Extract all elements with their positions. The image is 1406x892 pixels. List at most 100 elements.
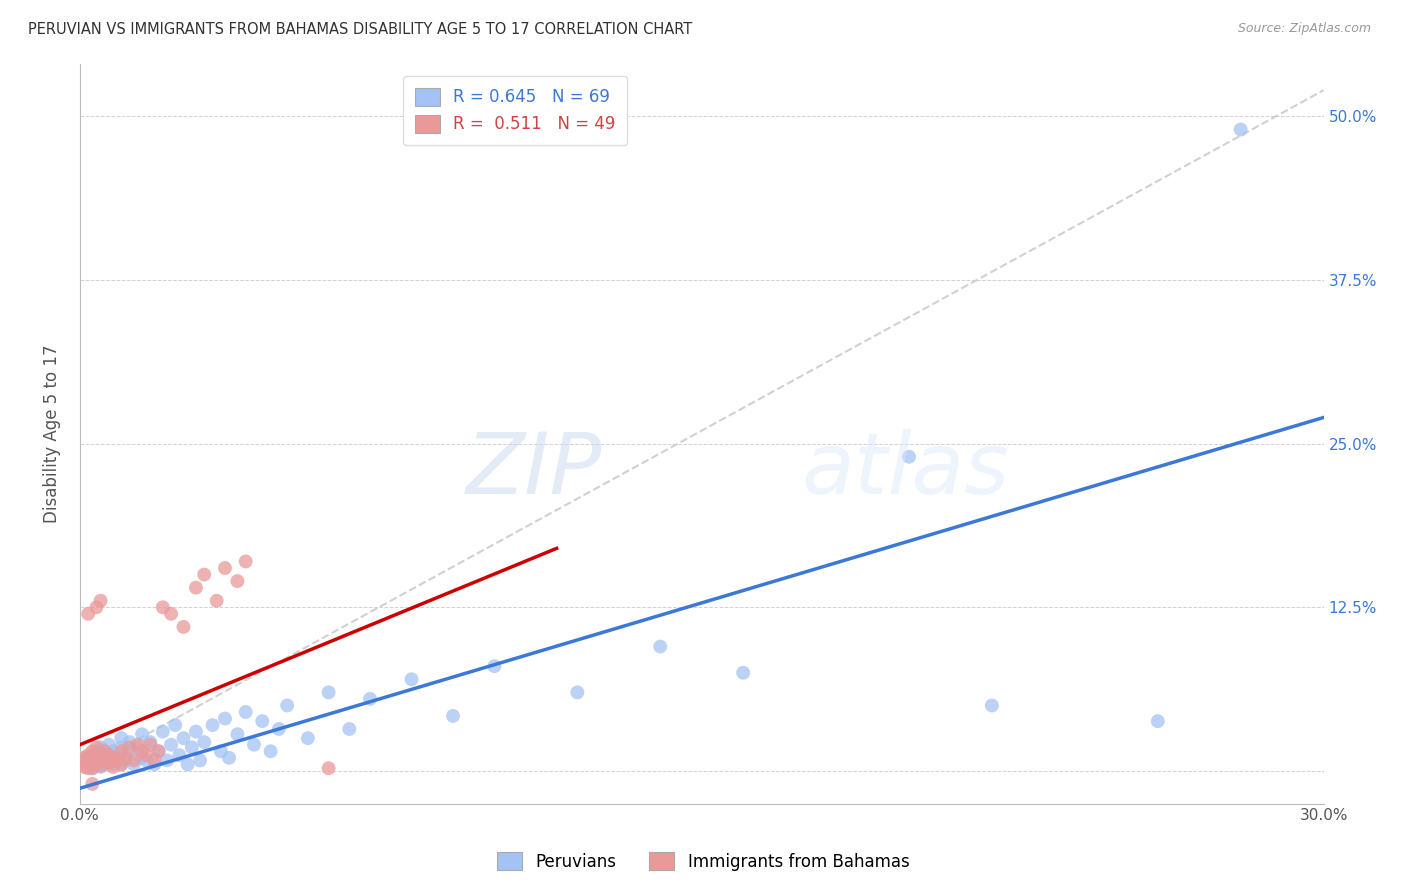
- Point: [139, 735, 162, 749]
- Point: [90, 753, 112, 767]
- Point: [122, 753, 145, 767]
- Text: PERUVIAN VS IMMIGRANTS FROM BAHAMAS DISABILITY AGE 5 TO 17 CORRELATION CHART: PERUVIAN VS IMMIGRANTS FROM BAHAMAS DISA…: [28, 22, 692, 37]
- Point: [82, 757, 104, 772]
- Point: [898, 450, 921, 464]
- Point: [93, 757, 115, 772]
- Point: [77, 760, 100, 774]
- Point: [73, 751, 96, 765]
- Point: [93, 748, 115, 763]
- Point: [193, 735, 215, 749]
- Point: [243, 738, 266, 752]
- Point: [105, 751, 128, 765]
- Point: [160, 607, 183, 621]
- Text: Source: ZipAtlas.com: Source: ZipAtlas.com: [1237, 22, 1371, 36]
- Point: [90, 593, 112, 607]
- Point: [173, 731, 195, 746]
- Point: [484, 659, 506, 673]
- Point: [86, 740, 108, 755]
- Point: [318, 761, 340, 775]
- Point: [337, 722, 360, 736]
- Point: [139, 738, 162, 752]
- Point: [131, 751, 153, 765]
- Point: [441, 709, 464, 723]
- Point: [127, 738, 149, 752]
- Point: [114, 751, 136, 765]
- Point: [101, 744, 124, 758]
- Point: [148, 744, 170, 758]
- Point: [259, 744, 281, 758]
- Point: [267, 722, 290, 736]
- Y-axis label: Disability Age 5 to 17: Disability Age 5 to 17: [44, 344, 60, 523]
- Point: [318, 685, 340, 699]
- Point: [90, 740, 112, 755]
- Point: [127, 740, 149, 755]
- Point: [143, 757, 166, 772]
- Point: [160, 738, 183, 752]
- Point: [114, 753, 136, 767]
- Text: atlas: atlas: [801, 429, 1010, 512]
- Point: [90, 760, 112, 774]
- Point: [73, 760, 96, 774]
- Point: [235, 554, 257, 568]
- Point: [252, 714, 274, 728]
- Point: [1146, 714, 1168, 728]
- Legend: Peruvians, Immigrants from Bahamas: Peruvians, Immigrants from Bahamas: [488, 844, 918, 880]
- Point: [110, 757, 132, 772]
- Point: [276, 698, 298, 713]
- Point: [86, 749, 108, 764]
- Point: [165, 718, 187, 732]
- Point: [73, 757, 96, 772]
- Point: [86, 744, 108, 758]
- Point: [733, 665, 755, 680]
- Point: [184, 724, 207, 739]
- Point: [205, 593, 228, 607]
- Point: [176, 757, 198, 772]
- Point: [201, 718, 224, 732]
- Point: [110, 757, 132, 772]
- Point: [82, 752, 104, 766]
- Point: [152, 724, 174, 739]
- Point: [90, 751, 112, 765]
- Point: [148, 744, 170, 758]
- Point: [152, 600, 174, 615]
- Point: [980, 698, 1002, 713]
- Point: [118, 740, 141, 755]
- Point: [567, 685, 589, 699]
- Point: [105, 753, 128, 767]
- Point: [110, 731, 132, 746]
- Point: [359, 692, 381, 706]
- Point: [135, 748, 157, 763]
- Point: [93, 744, 115, 758]
- Point: [82, 761, 104, 775]
- Point: [101, 751, 124, 765]
- Point: [1229, 122, 1251, 136]
- Point: [169, 748, 191, 763]
- Point: [122, 757, 145, 772]
- Point: [193, 567, 215, 582]
- Point: [97, 756, 120, 770]
- Point: [131, 744, 153, 758]
- Point: [82, 756, 104, 770]
- Point: [73, 753, 96, 767]
- Point: [209, 744, 232, 758]
- Point: [77, 607, 100, 621]
- Point: [86, 600, 108, 615]
- Point: [118, 735, 141, 749]
- Point: [101, 757, 124, 772]
- Point: [235, 705, 257, 719]
- Point: [97, 753, 120, 767]
- Point: [73, 756, 96, 770]
- Point: [97, 738, 120, 752]
- Point: [77, 758, 100, 772]
- Point: [90, 747, 112, 761]
- Point: [77, 761, 100, 775]
- Point: [226, 574, 249, 588]
- Point: [101, 760, 124, 774]
- Point: [86, 758, 108, 772]
- Point: [77, 751, 100, 765]
- Point: [93, 751, 115, 765]
- Point: [90, 758, 112, 772]
- Point: [188, 753, 211, 767]
- Point: [97, 748, 120, 763]
- Point: [218, 751, 240, 765]
